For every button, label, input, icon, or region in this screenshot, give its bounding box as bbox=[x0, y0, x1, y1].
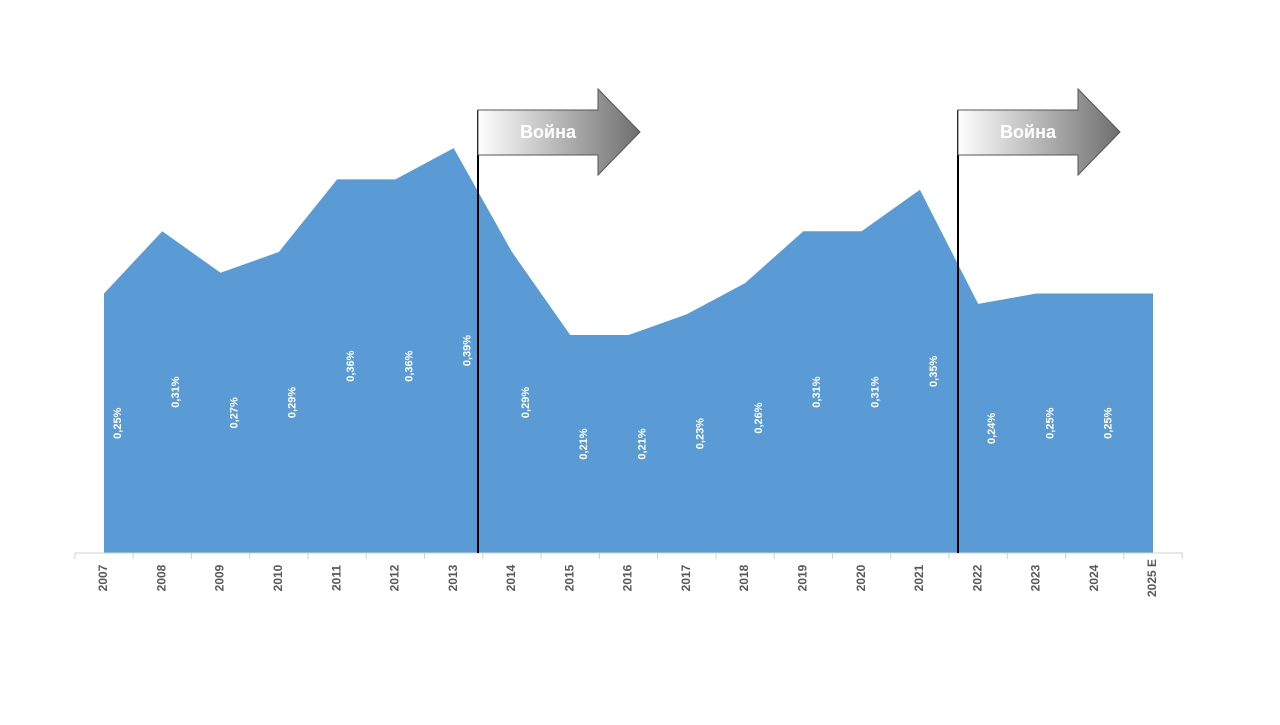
value-label: 0,39% bbox=[462, 335, 474, 366]
x-tick-label: 2018 bbox=[737, 564, 751, 591]
x-tick-label: 2010 bbox=[271, 564, 285, 591]
value-label: 0,21% bbox=[578, 428, 590, 459]
value-label: 0,21% bbox=[636, 428, 648, 459]
value-label: 0,31% bbox=[870, 376, 882, 407]
value-label: 0,36% bbox=[345, 350, 357, 381]
war-arrow bbox=[957, 87, 1121, 177]
value-label: 0,25% bbox=[1044, 407, 1056, 438]
value-label: 0,31% bbox=[170, 376, 182, 407]
x-tick-label: 2007 bbox=[96, 564, 110, 591]
x-tick-label: 2022 bbox=[970, 564, 984, 591]
x-tick-label: 2020 bbox=[854, 564, 868, 591]
area bbox=[104, 148, 1153, 553]
x-tick-label: 2023 bbox=[1029, 564, 1043, 591]
x-tick-label: 2011 bbox=[329, 565, 343, 591]
value-label: 0,25% bbox=[1161, 407, 1173, 438]
value-label: 0,25% bbox=[1103, 407, 1115, 438]
x-tick-label: 2012 bbox=[388, 564, 402, 591]
x-tick-label: 2021 bbox=[912, 564, 926, 591]
value-label: 0,31% bbox=[811, 376, 823, 407]
value-label: 0,35% bbox=[928, 356, 940, 387]
x-tick-label: 2025 E bbox=[1145, 559, 1159, 597]
x-tick-label: 2009 bbox=[213, 564, 227, 591]
x-tick-label: 2014 bbox=[504, 564, 518, 591]
x-tick-label: 2019 bbox=[796, 564, 810, 591]
x-tick-label: 2015 bbox=[562, 564, 576, 591]
war-label: Война bbox=[520, 122, 577, 142]
value-label: 0,29% bbox=[520, 387, 532, 418]
x-tick-label: 2016 bbox=[621, 564, 635, 591]
value-label: 0,24% bbox=[986, 413, 998, 444]
war-label: Война bbox=[1000, 122, 1057, 142]
x-tick-label: 2013 bbox=[446, 564, 460, 591]
x-tick-label: 2017 bbox=[679, 564, 693, 591]
value-label: 0,27% bbox=[228, 397, 240, 428]
value-label: 0,36% bbox=[403, 350, 415, 381]
value-label: 0,25% bbox=[112, 407, 124, 438]
x-tick-label: 2024 bbox=[1087, 564, 1101, 591]
value-label: 0,29% bbox=[287, 387, 299, 418]
x-tick-label: 2008 bbox=[154, 564, 168, 591]
war-arrow bbox=[477, 87, 641, 177]
value-label: 0,26% bbox=[753, 402, 765, 433]
value-label: 0,23% bbox=[695, 418, 707, 449]
